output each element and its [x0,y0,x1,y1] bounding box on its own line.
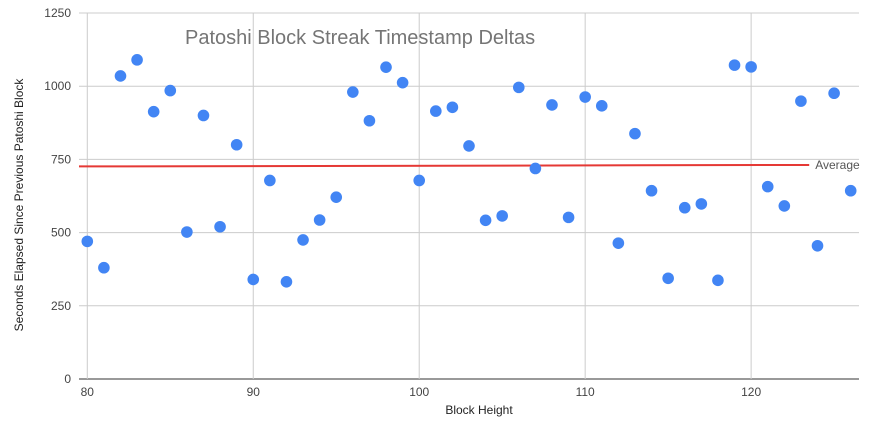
data-point [778,200,791,212]
data-point [828,87,840,100]
data-point [629,127,641,140]
data-point [313,214,326,226]
data-point [595,100,608,112]
data-point [181,226,193,238]
y-tick-label: 0 [64,372,71,386]
average-line-group: Average [78,158,860,172]
x-tick-label: 100 [409,385,429,399]
data-point [795,95,807,107]
x-tick-labels: 80 90 100 110 120 [81,385,762,399]
y-tick-label: 500 [51,226,71,240]
y-tick-label: 1000 [44,79,71,93]
data-point [546,99,558,111]
average-label: Average [815,158,860,172]
data-point [712,274,724,287]
data-point [114,70,127,82]
data-point [98,261,110,274]
data-point [330,191,343,203]
data-point [579,91,591,103]
data-point [678,201,691,214]
data-point [479,214,492,227]
y-axis-title: Seconds Elapsed Since Previous Patoshi B… [12,78,26,332]
data-point [413,174,426,187]
data-point [363,114,376,127]
x-axis-title: Block Height [445,403,513,417]
x-tick-label: 90 [247,385,261,399]
data-points [81,54,857,288]
data-point [463,140,475,152]
data-point [297,234,309,246]
data-point [761,180,774,193]
data-point [512,81,525,94]
data-point [247,273,260,286]
y-tick-label: 750 [51,152,71,166]
y-tick-label: 250 [51,299,71,313]
data-point [131,54,143,66]
data-point [347,86,359,98]
x-tick-label: 110 [576,385,595,399]
y-tick-labels: 0 250 500 750 1000 1250 [44,6,71,386]
x-tick-label: 80 [81,385,95,399]
data-point [529,162,542,175]
data-point [446,101,459,114]
data-point [81,235,94,248]
data-point [396,76,409,89]
data-point [612,237,625,249]
data-point [197,109,210,122]
data-point [496,210,508,222]
data-point [562,211,575,224]
data-point [230,138,243,151]
data-point [430,105,442,117]
data-point [745,61,757,73]
data-point [380,61,392,73]
data-point [147,105,160,118]
data-point [280,275,293,288]
data-point [214,220,226,233]
data-point [811,239,824,252]
x-tick-label: 120 [741,385,761,399]
y-tick-label: 1250 [44,6,71,20]
grid-lines [79,12,859,380]
data-point [164,84,177,97]
average-line [78,163,810,168]
data-point [728,59,741,71]
data-point [264,174,276,187]
chart-title: Patoshi Block Streak Timestamp Deltas [185,27,535,49]
data-point [645,184,658,197]
data-point [844,184,857,197]
data-point [695,198,708,210]
data-point [662,272,674,285]
